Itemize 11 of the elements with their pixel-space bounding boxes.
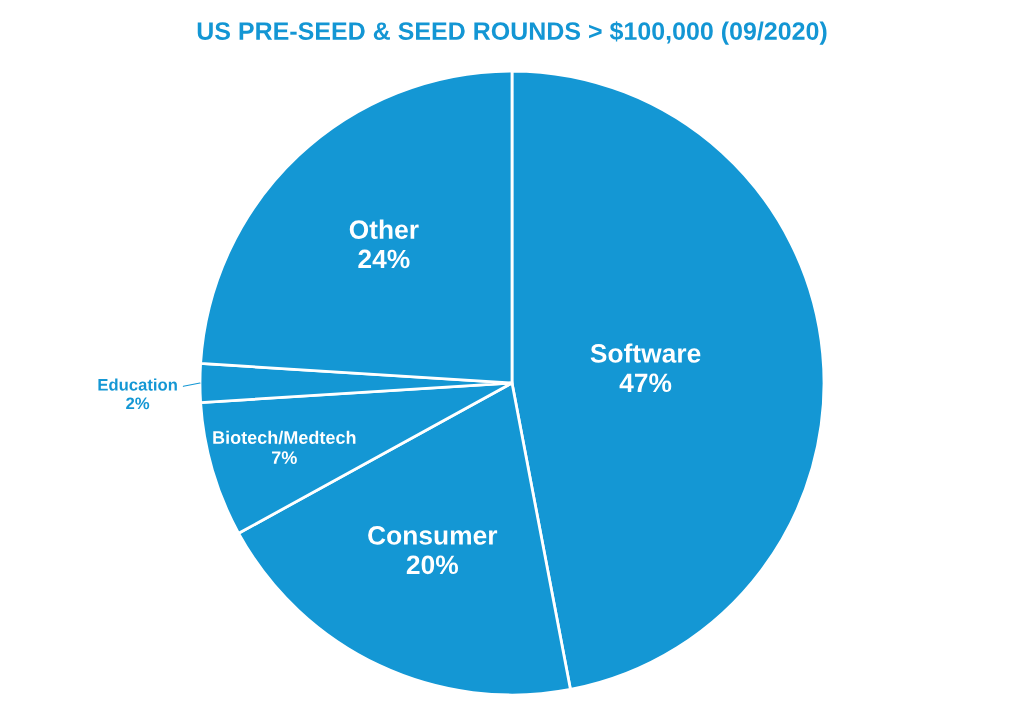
slice-label: Other — [349, 219, 419, 239]
slice-label: Education — [98, 378, 177, 391]
data-label: 20% — [406, 555, 459, 575]
slice-label: Consumer — [368, 526, 498, 545]
data-label: 2% — [126, 397, 150, 410]
data-label: 7% — [272, 451, 297, 465]
slice-label: Software — [590, 343, 701, 363]
data-label: 24% — [358, 249, 410, 269]
data-label: 47% — [619, 373, 672, 393]
chart-title: US PRE-SEED & SEED ROUNDS > $100,000 (09/2020) — [197, 21, 827, 45]
slice-label: Biotech/Medtech — [213, 430, 356, 445]
